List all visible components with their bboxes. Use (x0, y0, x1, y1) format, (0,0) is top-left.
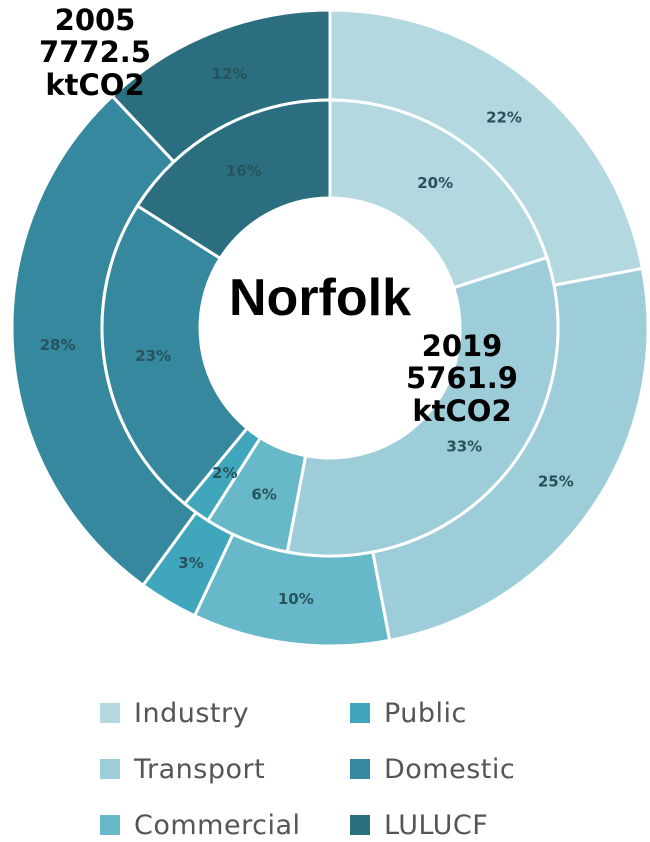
outer-label-domestic: 28% (40, 336, 76, 354)
legend-item-commercial: Commercial (100, 808, 350, 842)
legend-item-lulucf: LULUCF (350, 808, 580, 842)
legend-item-transport: Transport (100, 752, 350, 786)
inner-year: 2019 (421, 329, 503, 363)
inner-total: 5761.9 (406, 361, 518, 396)
outer-ring-total-label: 2005 7772.5 ktCO2 (20, 3, 170, 102)
inner-ring-2019 (100, 98, 560, 558)
inner-label-domestic: 23% (135, 347, 171, 365)
legend-label-public: Public (384, 697, 467, 729)
legend-item-public: Public (350, 696, 580, 730)
outer-year: 2005 (54, 3, 136, 37)
legend: Industry Public Transport Domestic Comme… (100, 696, 580, 842)
inner-unit: ktCO2 (412, 393, 512, 428)
legend-swatch-industry (100, 703, 120, 723)
legend-swatch-lulucf (350, 815, 370, 835)
inner-label-lulucf: 16% (226, 162, 262, 180)
inner-label-industry: 20% (417, 174, 453, 192)
legend-item-industry: Industry (100, 696, 350, 730)
legend-item-domestic: Domestic (350, 752, 580, 786)
inner-label-commercial: 6% (251, 485, 276, 503)
legend-label-commercial: Commercial (134, 809, 301, 841)
outer-unit: ktCO2 (45, 67, 145, 102)
inner-slice-lulucf (135, 98, 332, 261)
inner-slice-transport (285, 255, 560, 558)
inner-label-public: 2% (212, 464, 237, 482)
inner-ring-total-label: 2019 5761.9 ktCO2 (392, 329, 532, 428)
legend-label-industry: Industry (134, 697, 250, 729)
inner-slice-industry (328, 98, 549, 290)
outer-ring-2005 (10, 8, 650, 648)
slice-labels: 22% 25% 10% 3% 28% 12% 20% 33% 6% 2% 23% 16% (40, 65, 574, 608)
outer-label-public: 3% (178, 554, 203, 572)
inner-label-transport: 33% (446, 437, 482, 455)
legend-swatch-public (350, 703, 370, 723)
outer-label-transport: 25% (538, 472, 574, 490)
legend-swatch-domestic (350, 759, 370, 779)
outer-total: 7772.5 (39, 35, 151, 70)
legend-label-domestic: Domestic (384, 753, 516, 785)
nested-donut-chart: 22% 25% 10% 3% 28% 12% 20% 33% 6% 2% 23% 16% (10, 8, 650, 648)
outer-label-industry: 22% (486, 109, 522, 127)
outer-label-commercial: 10% (278, 590, 314, 608)
legend-label-lulucf: LULUCF (384, 809, 489, 841)
chart-title: Norfolk (229, 269, 411, 327)
inner-slice-domestic (100, 203, 250, 506)
legend-swatch-transport (100, 759, 120, 779)
outer-label-lulucf: 12% (212, 65, 248, 83)
legend-swatch-commercial (100, 815, 120, 835)
legend-label-transport: Transport (134, 753, 266, 785)
